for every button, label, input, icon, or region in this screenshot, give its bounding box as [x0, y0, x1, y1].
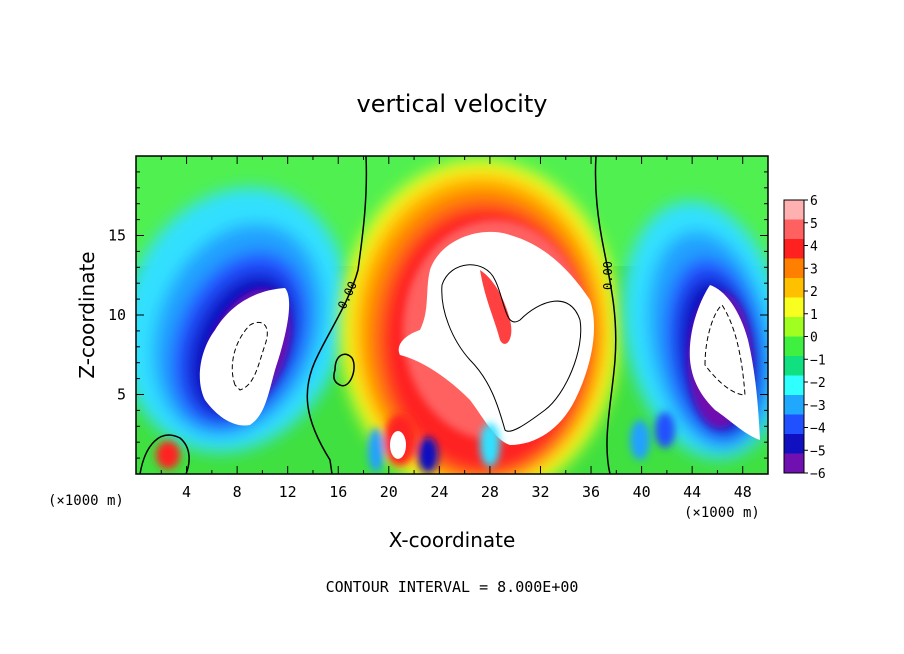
chart-title: vertical velocity [357, 90, 548, 118]
zero-contour-surface-left [139, 434, 190, 474]
colorbar-label: −1 [810, 353, 826, 368]
x-tick-label: 44 [683, 483, 701, 501]
x-unit-left: (×1000 m) [48, 493, 124, 509]
right-core-white [689, 285, 760, 440]
colorbar-swatch [784, 258, 804, 279]
colorbar-swatch [784, 200, 804, 220]
x-tick-label: 4 [182, 483, 191, 501]
x-tick-label: 28 [481, 483, 499, 501]
colorbar-label: 1 [810, 308, 818, 323]
colorbar-swatch [784, 239, 804, 259]
x-tick-label: 20 [380, 483, 398, 501]
colorbar-swatch [784, 219, 804, 240]
zero-contour-left [306, 156, 368, 474]
x-tick-label: 16 [329, 483, 347, 501]
x-axis-label: X-coordinate [389, 528, 516, 552]
colorbar-label: 0 [810, 331, 818, 346]
colorbar-swatch [784, 395, 804, 415]
colorbar-label: 6 [810, 194, 818, 209]
colorbar-swatch [784, 297, 804, 318]
colorbar-label: 3 [810, 262, 818, 277]
y-axis-label: Z-coordinate [75, 251, 99, 378]
x-tick-label: 8 [233, 483, 242, 501]
zero-contour-loop [333, 353, 355, 387]
x-tick-label: 48 [734, 483, 752, 501]
x-tick-label: 36 [582, 483, 600, 501]
x-tick-label: 32 [531, 483, 549, 501]
colorbar-label: −6 [810, 467, 826, 482]
colorbar-label: 5 [810, 217, 818, 232]
colorbar-label: −4 [810, 422, 826, 437]
colorbar-swatch [784, 434, 804, 454]
colorbar-label: 4 [810, 240, 818, 255]
y-axis-ticks: 5 10 15 [108, 171, 768, 459]
x-tick-label: 24 [430, 483, 448, 501]
x-tick-label: 40 [633, 483, 651, 501]
left-core-white [199, 288, 290, 426]
colorbar-swatch [784, 336, 804, 357]
zero-contour-right [594, 156, 617, 474]
colorbar: 6 5 4 3 2 1 0 −1 −2 −3 −4 −5 −6 [783, 194, 826, 482]
colorbar-swatch [784, 317, 804, 337]
central-core-white [398, 231, 595, 445]
y-tick-label: 10 [108, 306, 126, 324]
contour-interval-footer: CONTOUR INTERVAL = 8.000E+00 [326, 578, 579, 596]
x-tick-label: 12 [279, 483, 297, 501]
y-tick-label: 15 [108, 227, 126, 245]
surface-white-cell [390, 431, 406, 459]
colorbar-swatch [784, 414, 804, 435]
left-core-dashed [231, 321, 268, 391]
x-axis-ticks: 4 8 12 16 20 24 28 32 36 40 44 48 [160, 156, 752, 501]
colorbar-label: −5 [810, 444, 826, 459]
colorbar-swatch [784, 356, 804, 376]
central-red-tongue [480, 270, 512, 344]
colorbar-label: −2 [810, 376, 826, 391]
contour-label-right: 0.00 [601, 261, 615, 290]
colorbar-swatch [784, 278, 804, 298]
y-tick-label: 5 [117, 386, 126, 404]
colorbar-label: 2 [810, 285, 818, 300]
x-unit-right: (×1000 m) [684, 505, 760, 521]
right-core-dashed [704, 304, 746, 396]
central-contour [441, 264, 582, 432]
plot-area [136, 156, 768, 474]
colorbar-label: −3 [810, 399, 826, 414]
colorbar-swatch [784, 453, 804, 474]
colorbar-swatch [784, 375, 804, 396]
